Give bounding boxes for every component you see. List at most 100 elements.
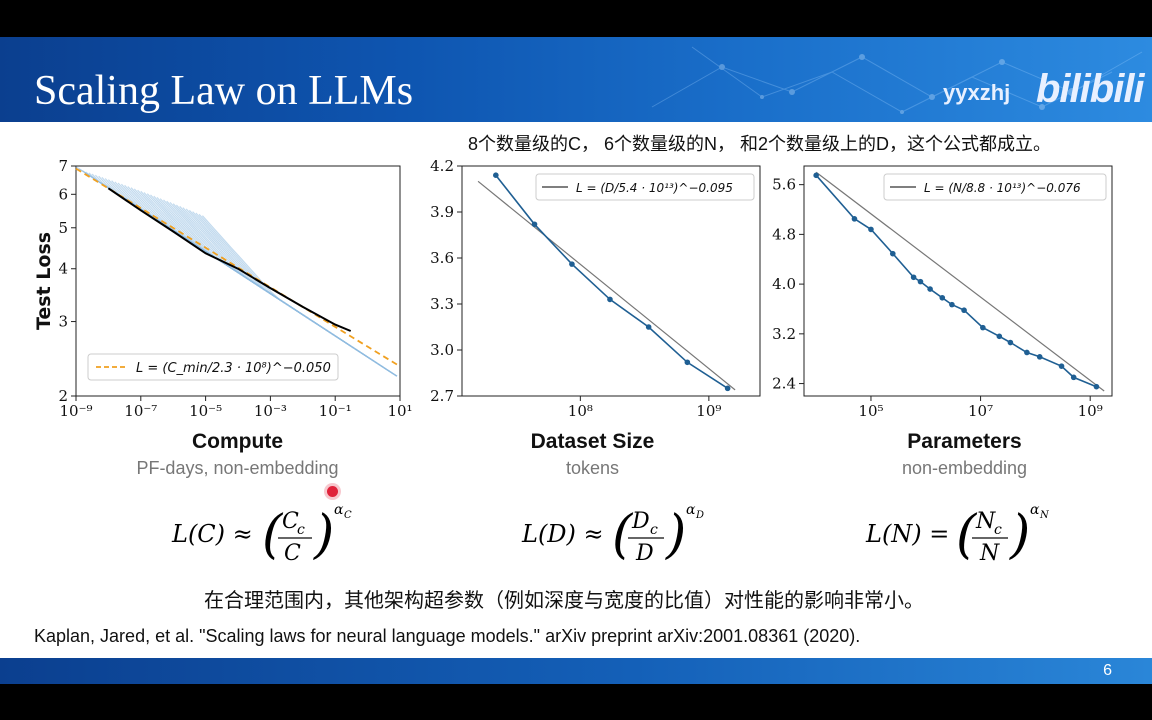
fit-line-dashed (75, 167, 401, 368)
dataset-xlabel: Dataset Size (530, 430, 655, 453)
svg-text:α: α (1030, 502, 1040, 518)
y-tick-label: 4 (58, 260, 68, 278)
y-tick-label: 4.8 (772, 225, 796, 243)
middle-note: 在合理范围内，其他架构超参数（例如深度与宽度的比值）对性能的影响非常小。 (204, 590, 924, 612)
data-point (645, 324, 652, 330)
training-curves (75, 166, 398, 377)
data-point (961, 307, 967, 314)
svg-text:N: N (1039, 510, 1050, 521)
x-tick-label: 10⁻⁵ (189, 402, 222, 420)
data-point (569, 261, 575, 267)
watermark-username: yyxzhj (943, 80, 1011, 105)
data-point (996, 333, 1003, 340)
data-point (1024, 349, 1030, 356)
svg-text:L(N) =: L(N) = (865, 520, 949, 548)
data-point (889, 250, 896, 257)
x-tick-label: 10⁹ (696, 402, 721, 420)
y-tick-label: 3.6 (430, 249, 454, 267)
svg-text:): ) (313, 505, 334, 565)
x-tick-label: 10⁷ (968, 402, 993, 420)
slide-header: Scaling Law on LLMs yyxzhj bilibili (0, 37, 1152, 122)
y-tick-label: 5.6 (772, 176, 796, 194)
svg-text:D: D (635, 541, 654, 566)
fit-line (477, 180, 736, 391)
data-point (1058, 363, 1065, 369)
dataset-xsub: tokens (565, 458, 620, 478)
svg-text:L(D) ≈: L(D) ≈ (521, 520, 604, 548)
y-tick-label: 7 (58, 157, 68, 175)
legend-box (87, 353, 339, 381)
data-point (980, 324, 986, 331)
training-curve (201, 215, 398, 377)
data-point (1070, 374, 1077, 381)
top-black-bar (0, 0, 1152, 37)
bottom-black-bar (0, 684, 1152, 720)
svg-text:N: N (979, 541, 1000, 566)
y-tick-label: 3.3 (430, 295, 454, 313)
slide-footer: 6 (0, 658, 1152, 684)
y-tick-label: 2.4 (772, 375, 796, 393)
data-point (607, 296, 613, 303)
frontier-line (107, 187, 352, 332)
data-point (1093, 383, 1100, 390)
data-point (1036, 354, 1043, 360)
svg-text:C: C (282, 509, 299, 534)
svg-text:α: α (686, 502, 696, 518)
data-point (851, 216, 858, 222)
svg-text:(: ( (956, 505, 978, 565)
network-decoration (651, 46, 1143, 114)
y-tick-label: 6 (58, 185, 68, 203)
y-tick-label: 3 (58, 313, 68, 331)
y-tick-label: 2 (58, 387, 68, 405)
legend-box (883, 173, 1107, 201)
data-point (917, 278, 924, 285)
dataset-chart: 10⁸ 10⁹ 4.2 3.9 3.6 3.3 3.0 2.7 L = (D/5.4 · 10¹… (430, 157, 761, 420)
x-tick-label: 10⁻⁷ (124, 402, 157, 420)
data-point (724, 385, 731, 392)
svg-text:): ) (1009, 505, 1030, 565)
svg-text:D: D (695, 510, 704, 521)
svg-text:D: D (631, 509, 650, 534)
data-point (939, 294, 946, 301)
compute-chart: 10⁻⁹ 10⁻⁷ 10⁻⁵ 10⁻³ 10⁻¹ 10¹ 7 6 5 4 3 2 Test Loss L … (33, 157, 413, 420)
page-number: 6 (1103, 662, 1112, 679)
x-tick-label: 10⁻⁹ (59, 402, 92, 420)
data-point (531, 221, 538, 228)
data-point (910, 274, 917, 281)
y-tick-label: 4.0 (772, 275, 796, 293)
data-point (493, 172, 499, 178)
params-xsub: non-embedding (901, 458, 1028, 478)
plot-frame (461, 165, 761, 397)
y-tick-label: 4.2 (430, 157, 454, 175)
x-tick-label: 10¹ (387, 402, 412, 420)
svg-text:c: c (650, 522, 658, 538)
svg-text:): ) (665, 505, 686, 565)
bilibili-logo: bilibili (1036, 67, 1145, 111)
params-xlabel: Parameters (907, 430, 1022, 453)
svg-text:(: ( (262, 505, 284, 565)
x-tick-label: 10⁻¹ (319, 402, 352, 420)
fit-line (815, 171, 1105, 392)
data-point (684, 359, 691, 366)
data-point (949, 301, 955, 308)
data-point (1007, 339, 1014, 346)
compute-xsub: PF-days, non-embedding (136, 458, 339, 478)
svg-text:L(C) ≈: L(C) ≈ (171, 520, 253, 548)
y-axis-label: Test Loss (33, 232, 55, 330)
data-point (868, 226, 874, 233)
x-tick-label: 10⁵ (858, 402, 883, 420)
citation: Kaplan, Jared, et al. "Scaling laws for … (34, 626, 861, 646)
data-point (927, 286, 933, 292)
slide-body: 8个数量级的C， 6个数量级的N， 和2个数量级上的D，这个公式都成立。 10⁻… (0, 122, 1152, 658)
y-tick-label: 2.7 (430, 387, 454, 405)
svg-text:c: c (994, 522, 1002, 538)
data-line (815, 174, 1097, 388)
y-tick-label: 3.9 (430, 203, 454, 221)
y-tick-label: 5 (58, 219, 68, 237)
slide-title: Scaling Law on LLMs (34, 68, 414, 114)
x-tick-label: 10⁹ (1078, 402, 1103, 420)
svg-text:C: C (284, 541, 301, 566)
